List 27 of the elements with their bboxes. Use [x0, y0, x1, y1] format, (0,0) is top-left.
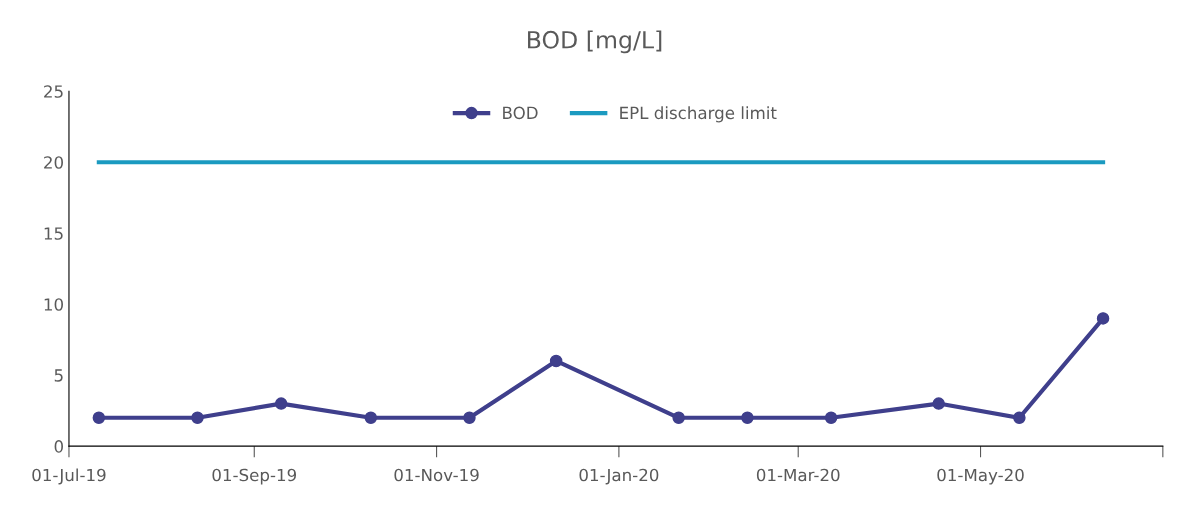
legend-label: BOD: [503, 106, 538, 120]
legend-label: EPL discharge limit: [620, 106, 777, 123]
y-tick-label: 10: [44, 298, 63, 311]
point: [549, 354, 563, 368]
point: [274, 397, 288, 410]
x-tick-label: 01-Jul-19: [32, 468, 106, 485]
point: [824, 411, 838, 425]
y-tick-label: 25: [44, 85, 63, 98]
point: [92, 411, 106, 425]
x-tick-label: 01-Jan-20: [579, 468, 659, 485]
point: [1013, 411, 1026, 425]
y-tick-label: 5: [54, 369, 63, 382]
point: [191, 411, 204, 425]
point: [672, 411, 685, 425]
point: [741, 411, 754, 425]
x-tick-label: 01-Sep-19: [212, 468, 297, 485]
x-tick-label: 01-Nov-19: [394, 468, 479, 482]
point: [1096, 312, 1110, 325]
y-tick-label: 0: [54, 440, 63, 453]
point: [932, 397, 945, 410]
point: [463, 411, 476, 425]
y-tick-label: 15: [44, 227, 63, 240]
x-tick-label: 01-Mar-20: [756, 468, 840, 482]
x-tick-label: 01-May-20: [937, 468, 1024, 485]
chart-title: BOD [mg/L]: [528, 30, 662, 54]
point: [364, 411, 378, 425]
y-tick-label: 20: [44, 156, 63, 169]
